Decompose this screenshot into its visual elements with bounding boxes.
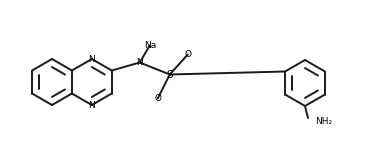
Text: N: N [137,58,143,67]
Text: Na: Na [144,41,156,50]
Text: O: O [184,50,191,59]
Text: N: N [88,55,95,63]
Text: O: O [154,94,161,103]
Text: S: S [166,69,173,80]
Text: N: N [88,100,95,110]
Text: NH₂: NH₂ [315,118,332,127]
